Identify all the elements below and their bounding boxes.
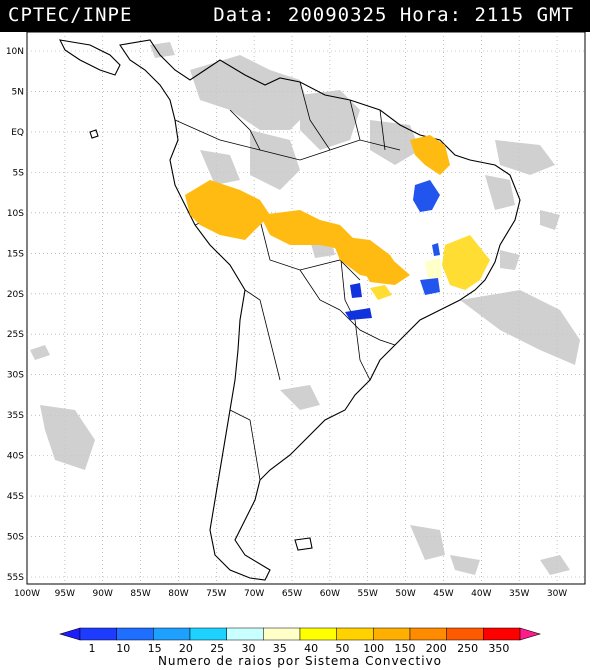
colorbar-tick-label: 1	[89, 642, 96, 655]
colorbar-swatch	[116, 627, 154, 641]
colorbar-tick-label: 150	[395, 642, 416, 655]
lon-tick-label: 35W	[509, 589, 529, 599]
longitude-labels: 100W 95W 90W 85W 80W 75W 70W 65W 60W 55W 50W 45W 40W…	[14, 589, 567, 599]
colorbar-tick-label: 350	[488, 642, 509, 655]
lon-tick-label: 60W	[320, 589, 340, 599]
lat-tick-label: 10S	[7, 209, 24, 219]
storm-blue-5	[432, 243, 440, 256]
lon-tick-label: 45W	[433, 589, 453, 599]
storm-yellow-2	[370, 285, 392, 300]
lat-tick-label: 30S	[7, 371, 24, 381]
colorbar-tick-label: 40	[304, 642, 318, 655]
lon-tick-label: 85W	[130, 589, 150, 599]
lon-tick-label: 55W	[358, 589, 378, 599]
storm-orange-1	[185, 180, 270, 240]
colorbar-tick-label: 100	[363, 642, 384, 655]
lat-tick-label: 20S	[7, 290, 24, 300]
colorbar-right-arrow	[519, 627, 542, 641]
storm-blue-2	[420, 278, 440, 295]
colorbar: 1 10 15 20 25 30 35 40 50 100 150 200 250 350	[58, 627, 542, 655]
lon-tick-label: 40W	[471, 589, 491, 599]
storm-orange-2	[260, 210, 355, 250]
colorbar-tick-label: 35	[273, 642, 287, 655]
colorbar-tick-label: 25	[210, 642, 224, 655]
colorbar-swatch	[299, 627, 337, 641]
colorbar-swatch	[153, 627, 191, 641]
colorbar-tick-label: 10	[116, 642, 130, 655]
colorbar-swatch	[483, 627, 521, 641]
storm-orange-5	[410, 135, 450, 175]
colorbar-tick-label: 20	[179, 642, 193, 655]
colorbar-swatch	[336, 627, 374, 641]
colorbar-tick-label: 15	[148, 642, 162, 655]
lat-tick-label: 50S	[7, 533, 24, 543]
map-grid	[27, 32, 585, 584]
lon-tick-label: 95W	[55, 589, 75, 599]
convective-systems	[185, 135, 490, 320]
colorbar-swatch	[409, 627, 447, 641]
south-america-coastline	[59, 39, 521, 581]
lat-tick-label: 40S	[7, 452, 24, 462]
lat-tick-label: 45S	[7, 492, 24, 502]
colorbar-left-arrow	[58, 627, 81, 641]
storm-blue-4	[345, 308, 372, 320]
lat-tick-label: 25S	[7, 330, 24, 340]
latitude-labels: 10N 5N EQ 5S 10S 15S 20S 25S 30S 35S 40S 45S 50S 55S	[6, 47, 24, 583]
lat-tick-label: 5S	[13, 168, 25, 178]
lat-tick-label: 55S	[7, 573, 24, 583]
lon-tick-label: 90W	[93, 589, 113, 599]
country-borders	[174, 81, 401, 481]
colorbar-swatch	[226, 627, 264, 641]
storm-orange-4	[360, 262, 410, 285]
colorbar-title: Numero de raios por Sistema Convectivo	[158, 654, 442, 668]
lon-tick-label: 50W	[395, 589, 415, 599]
lat-tick-label: 10N	[6, 47, 24, 57]
storm-lightyellow-1	[425, 258, 442, 280]
lon-tick-label: 80W	[168, 589, 188, 599]
colorbar-swatch	[189, 627, 227, 641]
colorbar-swatch	[79, 627, 117, 641]
colorbar-tick-label: 30	[242, 642, 256, 655]
lat-tick-label: 5N	[12, 87, 24, 97]
colorbar-tick-label: 50	[335, 642, 349, 655]
storm-yellow-1	[442, 235, 490, 290]
colorbar-swatch	[446, 627, 484, 641]
lon-tick-label: 75W	[206, 589, 226, 599]
colorbar-tick-label: 250	[457, 642, 478, 655]
lon-tick-label: 30W	[547, 589, 567, 599]
colorbar-swatch	[263, 627, 301, 641]
datetime-label: Data: 20090325 Hora: 2115 GMT	[213, 4, 574, 26]
lat-tick-label: 35S	[7, 411, 24, 421]
source-label: CPTEC/INPE	[8, 4, 133, 26]
colorbar-tick-label: 200	[426, 642, 447, 655]
colorbar-swatch	[373, 627, 411, 641]
storm-blue-1	[413, 180, 440, 212]
lon-tick-label: 70W	[244, 589, 264, 599]
lon-tick-label: 100W	[14, 589, 40, 599]
lon-tick-label: 65W	[282, 589, 302, 599]
storm-blue-3	[350, 283, 362, 298]
lat-tick-label: 15S	[7, 249, 24, 259]
title-bar: CPTEC/INPE Data: 20090325 Hora: 2115 GMT	[0, 0, 590, 32]
lat-tick-label: EQ	[11, 128, 24, 138]
